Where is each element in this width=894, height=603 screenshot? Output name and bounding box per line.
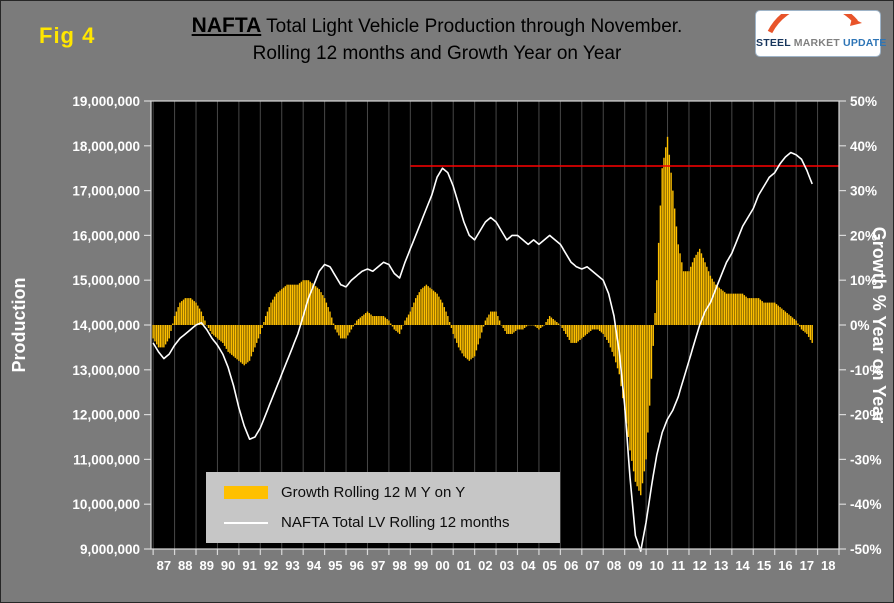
- chart-title: NAFTA Total Light Vehicle Production thr…: [131, 14, 743, 65]
- legend-line-label: NAFTA Total LV Rolling 12 months: [281, 514, 510, 531]
- svg-text:10%: 10%: [850, 273, 877, 288]
- svg-text:-50%: -50%: [850, 542, 882, 557]
- svg-text:17,000,000: 17,000,000: [72, 184, 140, 199]
- svg-text:01: 01: [457, 558, 471, 573]
- logo-word-update: UPDATE: [843, 37, 887, 49]
- legend-item-growth: Growth Rolling 12 M Y on Y: [224, 484, 542, 501]
- svg-text:-10%: -10%: [850, 363, 882, 378]
- svg-text:92: 92: [264, 558, 278, 573]
- svg-text:00: 00: [435, 558, 449, 573]
- svg-text:-20%: -20%: [850, 408, 882, 423]
- svg-text:12,000,000: 12,000,000: [72, 408, 140, 423]
- svg-text:02: 02: [478, 558, 492, 573]
- svg-text:17: 17: [800, 558, 814, 573]
- svg-text:08: 08: [607, 558, 621, 573]
- logo-word-steel: STEEL: [756, 37, 791, 49]
- svg-text:03: 03: [500, 558, 514, 573]
- svg-text:-30%: -30%: [850, 452, 882, 467]
- svg-text:19,000,000: 19,000,000: [72, 94, 140, 109]
- svg-text:05: 05: [542, 558, 556, 573]
- svg-text:90: 90: [221, 558, 235, 573]
- legend-item-production: NAFTA Total LV Rolling 12 months: [224, 514, 542, 531]
- svg-text:14,000,000: 14,000,000: [72, 318, 140, 333]
- x-axis: 87 88 89 90 91 92 93 94 95 96 97 98 99 00 01 02 03 04 05 06…: [152, 549, 840, 573]
- logo-text: STEEL MARKET UPDATE: [756, 37, 886, 49]
- svg-text:91: 91: [242, 558, 256, 573]
- svg-text:94: 94: [307, 558, 322, 573]
- svg-text:15: 15: [757, 558, 771, 573]
- title-nafta: NAFTA: [191, 14, 262, 37]
- svg-text:14: 14: [735, 558, 750, 573]
- svg-text:89: 89: [199, 558, 213, 573]
- right-axis-title: Growth % Year on Year: [869, 227, 889, 423]
- svg-text:93: 93: [285, 558, 299, 573]
- svg-text:16,000,000: 16,000,000: [72, 228, 140, 243]
- svg-text:15,000,000: 15,000,000: [72, 273, 140, 288]
- legend-line-swatch: [224, 521, 268, 524]
- svg-text:40%: 40%: [850, 139, 877, 154]
- legend-bar-label: Growth Rolling 12 M Y on Y: [281, 484, 466, 501]
- svg-text:0%: 0%: [850, 318, 870, 333]
- left-axis-title: Production: [9, 278, 29, 373]
- svg-text:-40%: -40%: [850, 497, 882, 512]
- svg-text:16: 16: [778, 558, 792, 573]
- svg-text:11,000,000: 11,000,000: [73, 452, 140, 467]
- legend-bar-swatch: [224, 486, 268, 499]
- logo-word-market: MARKET: [793, 37, 840, 49]
- svg-text:96: 96: [350, 558, 364, 573]
- svg-text:04: 04: [521, 558, 536, 573]
- chart-title-line1: NAFTA Total Light Vehicle Production thr…: [131, 14, 743, 38]
- figure-label: Fig 4: [39, 23, 96, 48]
- svg-text:10: 10: [650, 558, 664, 573]
- svg-text:50%: 50%: [850, 94, 877, 109]
- legend: Growth Rolling 12 M Y on Y NAFTA Total L…: [206, 472, 560, 543]
- svg-text:99: 99: [414, 558, 428, 573]
- svg-text:95: 95: [328, 558, 342, 573]
- svg-text:13: 13: [714, 558, 728, 573]
- svg-text:06: 06: [564, 558, 578, 573]
- steel-market-update-logo: STEEL MARKET UPDATE: [755, 10, 886, 57]
- svg-text:97: 97: [371, 558, 385, 573]
- svg-text:09: 09: [628, 558, 642, 573]
- y-axis-right: 50% 40% 30% 20% 10% 0% -10% -20% -30% -40% -50%: [839, 94, 882, 557]
- svg-text:12: 12: [692, 558, 706, 573]
- svg-text:98: 98: [392, 558, 406, 573]
- svg-text:87: 87: [157, 558, 171, 573]
- y-axis-left: 19,000,000 18,000,000 17,000,000 16,000,000…: [72, 94, 151, 557]
- svg-text:9,000,000: 9,000,000: [80, 542, 140, 557]
- svg-text:13,000,000: 13,000,000: [72, 363, 140, 378]
- production-line: [152, 151, 813, 553]
- title-rest: Total Light Vehicle Production through N…: [261, 16, 683, 37]
- chart-title-line2: Rolling 12 months and Growth Year on Yea…: [252, 43, 622, 64]
- svg-text:88: 88: [178, 558, 192, 573]
- svg-text:18: 18: [821, 558, 835, 573]
- svg-text:11: 11: [671, 558, 685, 573]
- svg-text:20%: 20%: [850, 228, 877, 243]
- svg-text:18,000,000: 18,000,000: [72, 139, 140, 154]
- logo-swoosh-icon: [767, 14, 862, 34]
- svg-text:10,000,000: 10,000,000: [72, 497, 140, 512]
- svg-text:30%: 30%: [850, 184, 877, 199]
- svg-text:07: 07: [585, 558, 599, 573]
